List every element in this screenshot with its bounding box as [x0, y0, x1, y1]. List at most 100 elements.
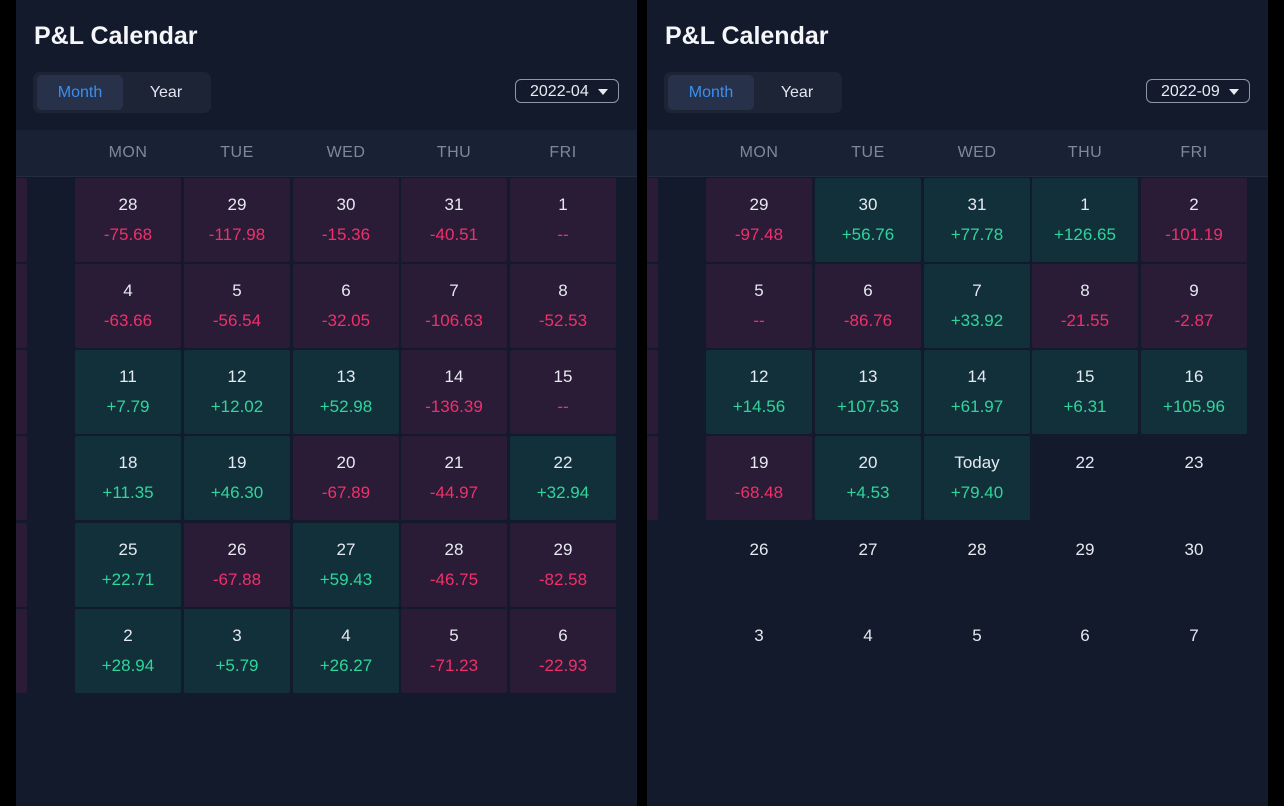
calendar-day-cell[interactable]: 4 -63.66: [75, 264, 181, 348]
calendar-day-cell[interactable]: 1 --: [510, 178, 616, 262]
day-number: 19: [749, 453, 769, 472]
calendar-day-cell[interactable]: 22 +32.94: [510, 436, 616, 520]
calendar-day-cell[interactable]: 12 +14.56: [706, 350, 812, 434]
day-number: 2: [123, 626, 133, 645]
calendar-day-cell[interactable]: 21 -44.97: [401, 436, 507, 520]
calendar-day-cell[interactable]: 14 +61.97: [924, 350, 1030, 434]
calendar-day-cell[interactable]: 22: [1032, 436, 1138, 520]
day-number: 31: [967, 195, 987, 214]
calendar-day-cell[interactable]: 31 -40.51: [401, 178, 507, 262]
calendar-day-cell[interactable]: 16 +105.96: [1141, 350, 1247, 434]
calendar-day-cell[interactable]: 25: [647, 523, 658, 607]
daily-pnl-value: +5.79: [215, 656, 259, 675]
calendar-day-cell[interactable]: 27 --: [16, 178, 27, 262]
calendar-day-cell[interactable]: 18 --: [647, 436, 658, 520]
calendar-day-cell[interactable]: 30: [1141, 523, 1247, 607]
calendar-day-cell[interactable]: Today +79.40: [924, 436, 1030, 520]
day-number: 24: [16, 540, 27, 560]
calendar-day-cell[interactable]: 8 -21.55: [1032, 264, 1138, 348]
day-number: 9: [1189, 281, 1199, 300]
calendar-day-cell[interactable]: 28 -75.68: [75, 178, 181, 262]
calendar-day-cell[interactable]: 30 +56.76: [815, 178, 921, 262]
calendar-day-cell[interactable]: 12 +12.02: [184, 350, 290, 434]
weekday-label-thu: THU: [436, 144, 472, 161]
calendar-day-cell[interactable]: 27 +59.43: [293, 523, 399, 607]
calendar-day-cell[interactable]: 28: [924, 523, 1030, 607]
calendar-day-cell[interactable]: 2 +28.94: [75, 609, 181, 693]
calendar-day-cell[interactable]: 29 -82.58: [510, 523, 616, 607]
calendar-day-cell[interactable]: 3 --: [16, 264, 27, 348]
calendar-day-cell[interactable]: 3: [706, 609, 812, 693]
calendar-day-cell[interactable]: 19 -68.48: [706, 436, 812, 520]
calendar-day-cell[interactable]: 8 -52.53: [510, 264, 616, 348]
calendar-day-cell[interactable]: 23: [1141, 436, 1247, 520]
calendar-day-cell[interactable]: 29: [1032, 523, 1138, 607]
calendar-day-cell[interactable]: 15 +6.31: [1032, 350, 1138, 434]
calendar-day-cell[interactable]: 1 --: [16, 609, 27, 693]
calendar-day-cell[interactable]: 24 --: [16, 523, 27, 607]
month-view-button[interactable]: Month: [37, 75, 123, 110]
calendar-day-cell[interactable]: 26: [706, 523, 812, 607]
day-number: 6: [558, 626, 568, 645]
calendar-day-cell[interactable]: 31 +77.78: [924, 178, 1030, 262]
calendar-day-cell[interactable]: 20 +4.53: [815, 436, 921, 520]
calendar-day-cell[interactable]: 7 -106.63: [401, 264, 507, 348]
day-number: 20: [858, 453, 878, 472]
calendar-day-cell[interactable]: 18 +11.35: [75, 436, 181, 520]
daily-pnl-value: -68.48: [734, 483, 784, 502]
calendar-day-cell[interactable]: 7: [1141, 609, 1247, 693]
calendar-day-cell[interactable]: 17 --: [16, 436, 27, 520]
calendar-day-cell[interactable]: 6 -22.93: [510, 609, 616, 693]
calendar-day-cell[interactable]: 4: [815, 609, 921, 693]
month-view-button[interactable]: Month: [668, 75, 754, 110]
day-number: 30: [336, 195, 356, 214]
calendar-day-cell[interactable]: 26 -67.88: [184, 523, 290, 607]
calendar-day-cell[interactable]: 4 +26.27: [293, 609, 399, 693]
daily-pnl-value: +105.96: [1163, 397, 1225, 416]
month-select-dropdown[interactable]: 2022-09: [1146, 79, 1250, 103]
calendar-day-cell[interactable]: 9 -2.87: [1141, 264, 1247, 348]
day-number: 11: [647, 367, 658, 387]
month-select-dropdown[interactable]: 2022-04: [515, 79, 619, 103]
calendar-day-cell[interactable]: 15 --: [510, 350, 616, 434]
daily-pnl-value: +12.02: [210, 397, 264, 416]
calendar-day-cell[interactable]: 6 -86.76: [815, 264, 921, 348]
calendar-day-cell[interactable]: 5: [924, 609, 1030, 693]
daily-pnl-value: -117.98: [208, 225, 266, 244]
calendar-day-cell[interactable]: 11 --: [647, 350, 658, 434]
calendar-day-cell[interactable]: 10 --: [16, 350, 27, 434]
year-view-button[interactable]: Year: [780, 84, 814, 101]
day-number: 13: [858, 367, 878, 386]
day-number: 5: [232, 281, 242, 300]
calendar-day-cell[interactable]: 29 -117.98: [184, 178, 290, 262]
calendar-day-cell[interactable]: 28 -46.75: [401, 523, 507, 607]
calendar-day-cell[interactable]: 2: [647, 609, 658, 693]
daily-pnl-value: +32.94: [536, 483, 590, 502]
calendar-day-cell[interactable]: 19 +46.30: [184, 436, 290, 520]
calendar-day-cell[interactable]: 2 -101.19: [1141, 178, 1247, 262]
calendar-day-cell[interactable]: 5 -71.23: [401, 609, 507, 693]
calendar-day-cell[interactable]: 30 -15.36: [293, 178, 399, 262]
calendar-day-cell[interactable]: 11 +7.79: [75, 350, 181, 434]
calendar-day-cell[interactable]: 13 +52.98: [293, 350, 399, 434]
year-view-button[interactable]: Year: [149, 84, 183, 101]
daily-pnl-value: --: [753, 311, 765, 330]
calendar-day-cell[interactable]: 5 --: [706, 264, 812, 348]
daily-pnl-value: -75.68: [103, 225, 153, 244]
day-number: 20: [336, 453, 356, 472]
calendar-day-cell[interactable]: 6: [1032, 609, 1138, 693]
calendar-day-cell[interactable]: 1 +126.65: [1032, 178, 1138, 262]
calendar-day-cell[interactable]: 29 -97.48: [706, 178, 812, 262]
calendar-day-cell[interactable]: 6 -32.05: [293, 264, 399, 348]
calendar-day-cell[interactable]: 20 -67.89: [293, 436, 399, 520]
calendar-day-cell[interactable]: 4 --: [647, 264, 658, 348]
calendar-day-cell[interactable]: 25 +22.71: [75, 523, 181, 607]
calendar-day-cell[interactable]: 27: [815, 523, 921, 607]
calendar-day-cell[interactable]: 28 --: [647, 178, 658, 262]
calendar-day-cell[interactable]: 14 -136.39: [401, 350, 507, 434]
day-number: 29: [749, 195, 769, 214]
calendar-day-cell[interactable]: 7 +33.92: [924, 264, 1030, 348]
calendar-day-cell[interactable]: 13 +107.53: [815, 350, 921, 434]
calendar-day-cell[interactable]: 5 -56.54: [184, 264, 290, 348]
calendar-day-cell[interactable]: 3 +5.79: [184, 609, 290, 693]
